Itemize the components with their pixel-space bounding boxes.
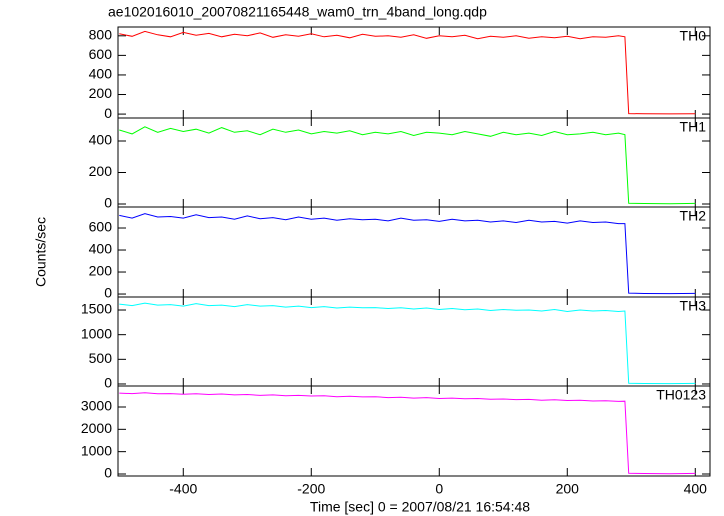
- data-line: [119, 213, 696, 295]
- y-tick-label: 0: [104, 285, 112, 301]
- y-tick-label: 1000: [81, 442, 112, 458]
- panel-frame: [117, 117, 711, 208]
- y-tick-label: 1000: [81, 325, 112, 341]
- y-tick-label: 200: [89, 163, 113, 179]
- x-axis-label: Time [sec] 0 = 2007/08/21 16:54:48: [310, 499, 530, 515]
- panel-label: TH2: [680, 208, 707, 224]
- data-line: [119, 126, 696, 205]
- x-tick-label: -200: [297, 481, 325, 497]
- x-tick-label: -400: [169, 481, 197, 497]
- y-tick-label: 500: [89, 350, 113, 366]
- data-line: [119, 392, 696, 475]
- y-tick-label: 1500: [81, 301, 112, 317]
- y-tick-label: 0: [104, 465, 112, 481]
- y-tick-label: 0: [104, 375, 112, 391]
- y-tick-label: 400: [89, 132, 113, 148]
- y-tick-label: 600: [89, 46, 113, 62]
- y-tick-label: 400: [89, 241, 113, 257]
- panel-frame: [117, 296, 711, 387]
- y-tick-label: 200: [89, 263, 113, 279]
- y-tick-label: 2000: [81, 420, 112, 436]
- y-axis-label: Counts/sec: [33, 217, 49, 287]
- x-tick-label: 0: [435, 481, 443, 497]
- panel-label: TH0123: [656, 387, 706, 403]
- panel-frame: [117, 26, 711, 119]
- y-tick-label: 0: [104, 105, 112, 121]
- panel-label: TH3: [680, 298, 707, 314]
- y-tick-label: 3000: [81, 398, 112, 414]
- panel-frame: [117, 385, 711, 477]
- panel-label: TH0: [680, 28, 707, 44]
- x-tick-label: 200: [556, 481, 580, 497]
- x-tick-label: 400: [684, 481, 708, 497]
- y-tick-label: 0: [104, 195, 112, 211]
- y-tick-label: 800: [89, 27, 113, 43]
- panel-label: TH1: [680, 119, 707, 135]
- y-tick-label: 400: [89, 66, 113, 82]
- chart-title: ae102016010_20070821165448_wam0_trn_4ban…: [108, 4, 487, 20]
- data-line: [119, 30, 696, 115]
- y-tick-label: 200: [89, 85, 113, 101]
- y-tick-label: 600: [89, 219, 113, 235]
- data-line: [119, 302, 696, 385]
